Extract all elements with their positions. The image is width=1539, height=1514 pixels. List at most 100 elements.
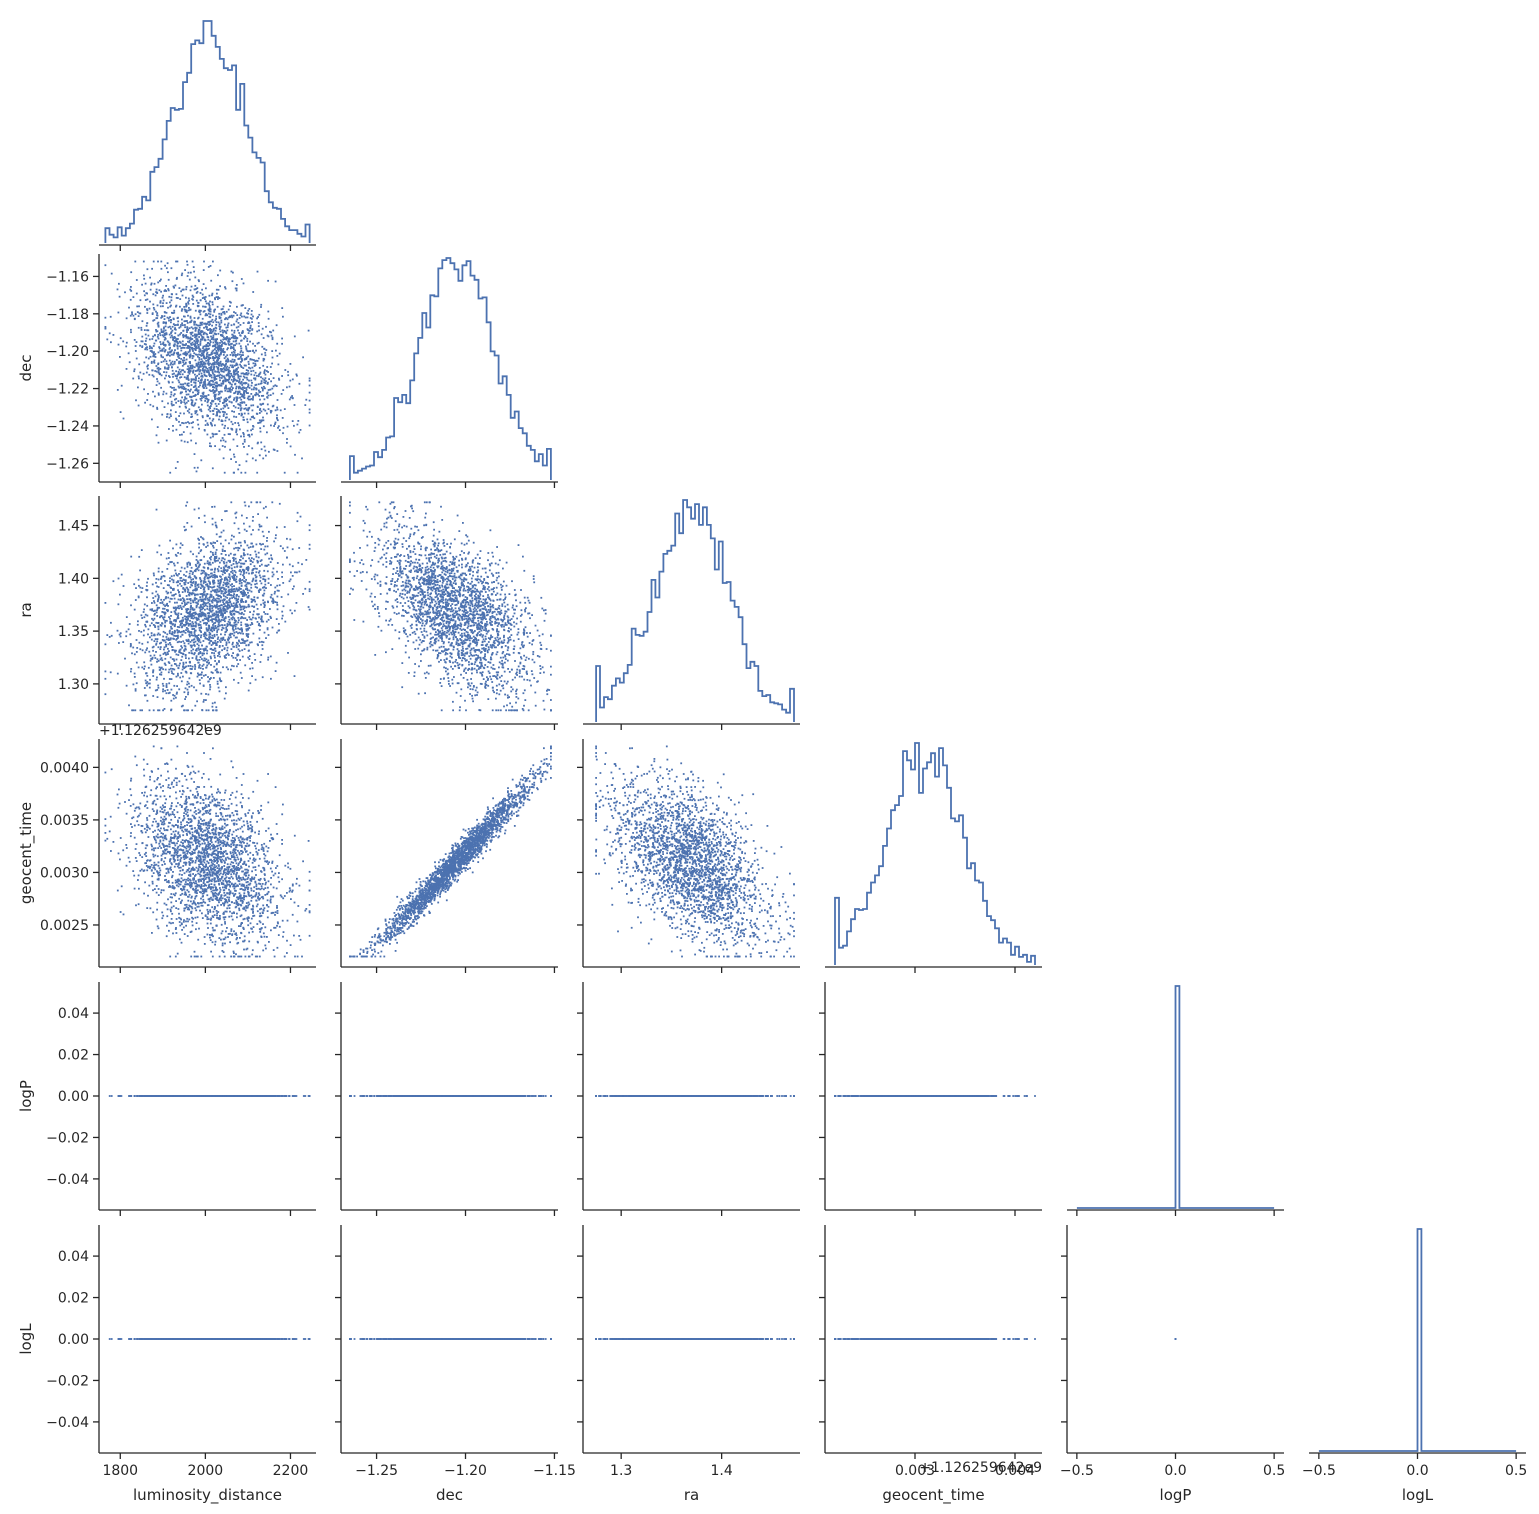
scatter-point <box>218 376 221 379</box>
scatter-point <box>212 413 215 415</box>
scatter-point <box>165 692 168 695</box>
scatter-point <box>165 290 168 292</box>
scatter-point <box>181 359 184 362</box>
scatter-point <box>251 428 254 430</box>
scatter-point <box>213 604 216 607</box>
scatter-point <box>209 362 211 365</box>
scatter-point <box>143 274 145 277</box>
scatter-point <box>205 328 208 330</box>
scatter-point <box>208 372 210 375</box>
scatter-point <box>211 568 214 571</box>
scatter-point <box>211 330 214 333</box>
scatter-point <box>164 358 166 361</box>
scatter-point <box>144 613 147 616</box>
scatter-point <box>221 550 224 552</box>
scatter-point <box>260 303 263 306</box>
scatter-point <box>226 629 228 631</box>
scatter-point <box>104 643 107 646</box>
scatter-point <box>190 399 193 401</box>
scatter-point <box>237 373 239 376</box>
scatter-point <box>232 335 235 338</box>
scatter-point <box>301 457 303 460</box>
scatter-point <box>167 317 170 320</box>
scatter-point <box>254 345 256 347</box>
scatter-point <box>170 637 172 640</box>
scatter-point <box>195 323 198 326</box>
scatter-point <box>181 294 184 297</box>
scatter-point <box>273 540 275 543</box>
scatter-point <box>168 691 171 694</box>
scatter-point <box>178 357 181 359</box>
scatter-point <box>308 384 311 387</box>
scatter-point <box>240 585 243 587</box>
scatter-point <box>203 588 205 590</box>
scatter-point <box>265 325 267 328</box>
scatter-point <box>159 300 162 302</box>
scatter-point <box>210 353 212 356</box>
scatter-point <box>162 668 164 671</box>
scatter-point <box>189 355 192 357</box>
scatter-point <box>177 351 179 354</box>
scatter-point <box>224 554 227 556</box>
scatter-point <box>185 397 188 400</box>
scatter-point <box>204 604 207 607</box>
scatter-point <box>228 375 231 377</box>
scatter-point <box>150 622 153 625</box>
scatter-point <box>187 588 189 591</box>
scatter-point <box>248 572 250 575</box>
scatter-point <box>166 367 168 370</box>
scatter-point <box>271 387 274 390</box>
scatter-point <box>177 605 180 608</box>
scatter-point <box>152 345 155 347</box>
scatter-point <box>209 407 211 410</box>
scatter-point <box>216 353 218 355</box>
scatter-point <box>236 590 239 592</box>
scatter-point <box>218 315 221 318</box>
scatter-point <box>194 382 197 384</box>
scatter-point <box>219 561 221 564</box>
scatter-point <box>206 649 209 652</box>
scatter-point <box>195 689 198 692</box>
scatter-point <box>207 588 210 591</box>
scatter-point <box>199 596 202 599</box>
scatter-point <box>275 324 278 327</box>
scatter-point <box>223 375 225 378</box>
scatter-point <box>194 594 196 597</box>
scatter-point <box>211 383 214 386</box>
scatter-point <box>174 375 177 377</box>
scatter-point <box>203 260 205 263</box>
scatter-point <box>192 391 194 394</box>
scatter-point <box>262 388 264 390</box>
scatter-point <box>168 600 171 603</box>
scatter-point <box>175 401 177 404</box>
scatter-point <box>256 413 259 415</box>
scatter-point <box>189 315 192 318</box>
scatter-point <box>166 592 169 595</box>
scatter-point <box>183 357 185 359</box>
scatter-point <box>186 680 189 683</box>
scatter-point <box>259 580 262 582</box>
scatter-point <box>162 688 164 691</box>
scatter-point <box>146 365 149 368</box>
scatter-point <box>227 601 230 604</box>
scatter-point <box>224 617 227 620</box>
scatter-point <box>202 640 205 642</box>
scatter-point <box>258 622 260 625</box>
scatter-point <box>239 617 242 620</box>
scatter-point <box>259 407 262 410</box>
scatter-point <box>161 639 164 641</box>
scatter-point <box>174 411 177 413</box>
scatter-point <box>242 367 245 369</box>
scatter-point <box>168 557 170 559</box>
scatter-point <box>221 343 223 346</box>
scatter-point <box>212 435 214 438</box>
scatter-point <box>132 377 135 380</box>
scatter-point <box>274 423 276 425</box>
scatter-point <box>203 605 206 608</box>
scatter-point <box>179 570 182 573</box>
scatter-point <box>191 294 194 297</box>
scatter-point <box>219 269 222 272</box>
scatter-point <box>172 404 175 406</box>
scatter-point <box>193 652 196 654</box>
scatter-point <box>163 344 165 346</box>
